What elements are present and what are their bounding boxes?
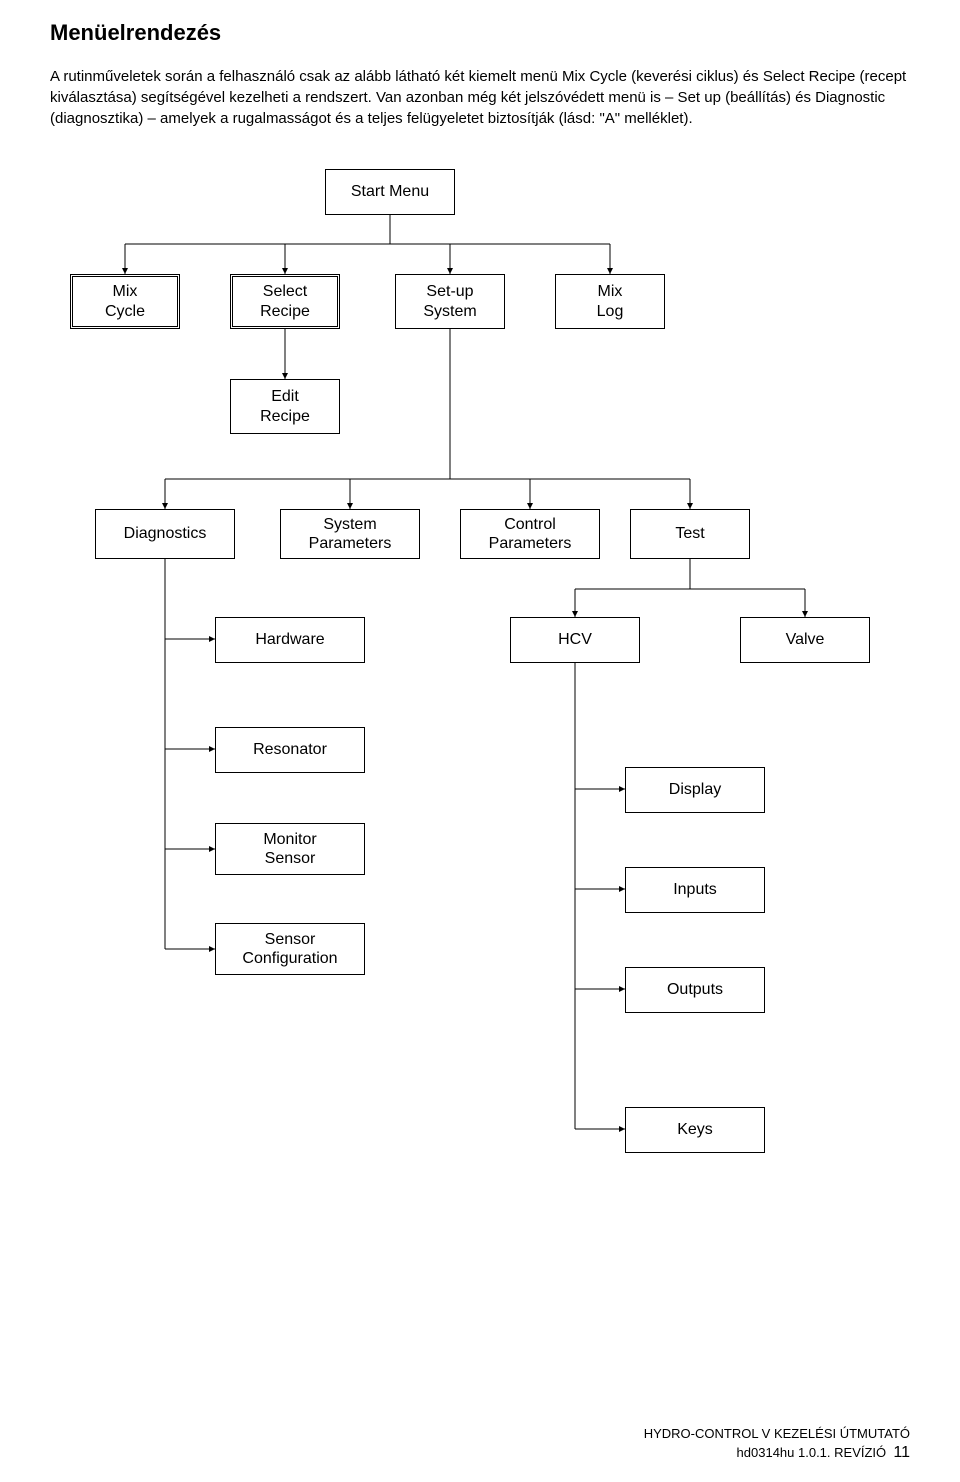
- node-mix-cycle: Mix Cycle: [70, 274, 180, 329]
- node-label: Diagnostics: [124, 524, 207, 543]
- node-setup-system: Set-up System: [395, 274, 505, 329]
- page-title: Menüelrendezés: [50, 20, 910, 46]
- node-label: HCV: [558, 630, 592, 649]
- node-system-parameters: System Parameters: [280, 509, 420, 559]
- footer-line2: hd0314hu 1.0.1. REVÍZIÓ: [737, 1445, 887, 1460]
- node-resonator: Resonator: [215, 727, 365, 773]
- node-label: System Parameters: [309, 515, 392, 553]
- intro-paragraph: A rutinműveletek során a felhasználó csa…: [50, 66, 910, 129]
- flowchart: Start Menu Mix Cycle Select Recipe Set-u…: [50, 169, 910, 1229]
- node-label: Test: [675, 524, 704, 543]
- node-hcv: HCV: [510, 617, 640, 663]
- node-label: Monitor Sensor: [263, 830, 316, 868]
- node-label: Control Parameters: [489, 515, 572, 553]
- node-label: Select Recipe: [260, 282, 310, 320]
- node-label: Outputs: [667, 980, 723, 999]
- node-label: Mix Log: [597, 282, 624, 320]
- node-label: Display: [669, 780, 721, 799]
- node-label: Edit Recipe: [260, 387, 310, 425]
- node-label: Resonator: [253, 740, 327, 759]
- node-test: Test: [630, 509, 750, 559]
- node-hardware: Hardware: [215, 617, 365, 663]
- node-outputs: Outputs: [625, 967, 765, 1013]
- node-diagnostics: Diagnostics: [95, 509, 235, 559]
- node-select-recipe: Select Recipe: [230, 274, 340, 329]
- node-label: Sensor Configuration: [242, 930, 337, 968]
- node-valve: Valve: [740, 617, 870, 663]
- node-label: Hardware: [255, 630, 324, 649]
- node-keys: Keys: [625, 1107, 765, 1153]
- node-monitor-sensor: Monitor Sensor: [215, 823, 365, 875]
- node-mix-log: Mix Log: [555, 274, 665, 329]
- node-label: Valve: [786, 630, 825, 649]
- footer-line1: HYDRO-CONTROL V KEZELÉSI ÚTMUTATÓ: [644, 1426, 910, 1443]
- node-edit-recipe: Edit Recipe: [230, 379, 340, 434]
- node-label: Start Menu: [351, 182, 429, 201]
- node-label: Inputs: [673, 880, 717, 899]
- node-start-menu: Start Menu: [325, 169, 455, 215]
- page-footer: HYDRO-CONTROL V KEZELÉSI ÚTMUTATÓ hd0314…: [644, 1426, 910, 1464]
- node-label: Keys: [677, 1120, 713, 1139]
- node-control-parameters: Control Parameters: [460, 509, 600, 559]
- node-sensor-configuration: Sensor Configuration: [215, 923, 365, 975]
- node-label: Mix Cycle: [105, 282, 145, 320]
- node-label: Set-up System: [423, 282, 476, 320]
- footer-page-number: 11: [893, 1444, 910, 1461]
- node-inputs: Inputs: [625, 867, 765, 913]
- node-display: Display: [625, 767, 765, 813]
